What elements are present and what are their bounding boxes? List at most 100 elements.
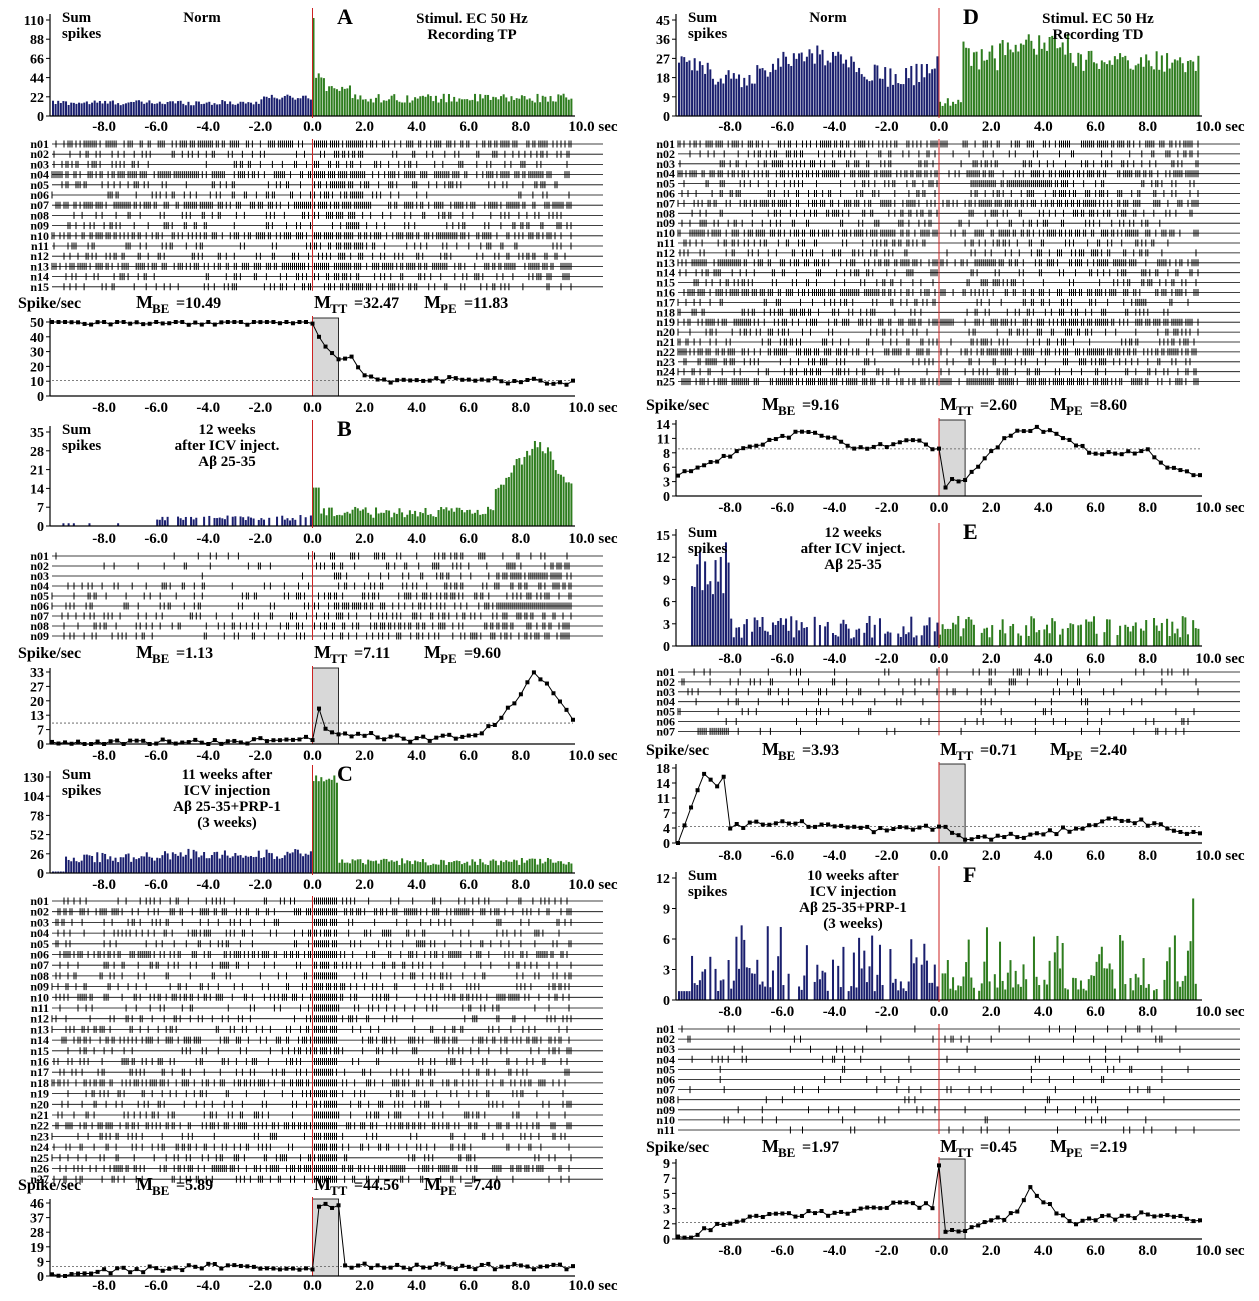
rate-point	[141, 322, 146, 327]
histogram-ytick-label: 110	[24, 14, 44, 29]
rate-point	[115, 1266, 120, 1271]
histogram-bar	[567, 99, 570, 116]
rate-point	[689, 805, 694, 810]
stim-window-shade	[938, 419, 966, 497]
stat-subscript-pe: PE	[1066, 403, 1083, 418]
histogram-bar	[1035, 54, 1038, 116]
histogram-bar	[463, 862, 466, 873]
histogram-bar	[57, 871, 60, 873]
histogram-xtick-label: 0.0	[930, 1004, 949, 1020]
histogram-bar	[714, 968, 717, 1000]
histogram-bar	[999, 43, 1002, 116]
histogram-xtick-label: 0.0	[930, 119, 949, 135]
rate-ytick-label: 46	[30, 1197, 44, 1212]
spike-ticks	[681, 678, 1197, 686]
spike-ticks	[51, 983, 570, 991]
rate-point	[813, 1211, 818, 1216]
neuron-label: n21	[656, 335, 675, 349]
rate-point	[108, 739, 113, 744]
histogram-bar	[1085, 990, 1088, 1000]
histogram-bar	[769, 634, 772, 646]
histogram-bar	[1098, 68, 1101, 116]
stat-m: M	[136, 642, 153, 662]
neuron-label: n23	[656, 355, 675, 369]
histogram-bar	[834, 55, 837, 116]
histogram-bar	[239, 855, 242, 873]
rate-point	[154, 1266, 159, 1271]
rate-point	[1106, 1213, 1111, 1218]
histogram-bar	[1129, 631, 1132, 646]
histogram-bar	[341, 859, 344, 873]
histogram-bar	[197, 101, 200, 116]
histogram-bar	[322, 781, 325, 873]
spike-ticks	[677, 140, 1199, 148]
rate-point	[1067, 437, 1072, 442]
histogram-bar	[727, 562, 730, 646]
rate-point	[219, 320, 224, 325]
histogram-bar	[544, 453, 547, 526]
histogram-bar	[1158, 69, 1161, 116]
histogram-bar	[748, 74, 751, 116]
rate-point	[1119, 452, 1124, 457]
rate-point	[780, 1211, 785, 1216]
histogram-bar	[691, 70, 694, 116]
histogram-bar	[479, 514, 482, 526]
histogram-bar	[317, 73, 320, 116]
histogram-bar	[1108, 963, 1111, 1000]
histogram-bar	[390, 517, 393, 526]
histogram-bar	[1103, 62, 1106, 116]
histogram-bar	[533, 440, 536, 526]
histogram-bar	[795, 620, 798, 646]
histogram-bar	[429, 514, 432, 526]
histogram-bar	[952, 622, 955, 646]
rate-point	[1132, 1216, 1137, 1221]
rate-point	[715, 459, 720, 464]
rate-ytick-label: 5	[663, 1187, 670, 1202]
rate-point	[251, 1264, 256, 1269]
stat-m: M	[762, 394, 779, 414]
histogram-bar	[325, 779, 328, 873]
histogram-bar	[910, 939, 913, 1000]
histogram-bar	[954, 624, 957, 646]
rate-point	[956, 1229, 961, 1234]
spike-ticks	[55, 972, 572, 980]
rate-point	[225, 739, 230, 744]
histogram-bar	[1069, 623, 1072, 646]
histogram-bar	[390, 860, 393, 873]
histogram-bar	[434, 516, 437, 526]
histogram-bar	[701, 590, 704, 646]
spike-ticks	[51, 232, 572, 240]
rate-point	[343, 356, 348, 361]
histogram-bar	[179, 100, 182, 116]
spike-ticks	[689, 150, 1199, 158]
histogram-bar	[54, 104, 57, 116]
rate-point	[421, 734, 426, 739]
rate-point	[356, 365, 361, 370]
rate-point	[682, 469, 687, 474]
histogram-bar	[307, 98, 310, 116]
stats-d: Spike/sec M BE =9.16 M TT =2.60 M PE =8.60	[646, 394, 1127, 418]
histogram-bar	[999, 941, 1002, 1000]
stat-m: M	[762, 1136, 779, 1156]
histogram-bar	[993, 974, 996, 1000]
rate-point	[375, 735, 380, 740]
histogram-bar	[1032, 48, 1035, 116]
rate-point	[466, 377, 471, 382]
rate-point	[538, 1264, 543, 1269]
histogram-xtick-label: -2.0	[249, 531, 273, 547]
rate-ytick-label: 7	[37, 724, 44, 739]
rate-point	[865, 824, 870, 829]
stat-m: M	[424, 1174, 441, 1194]
histogram-bar	[899, 981, 902, 1000]
spike-ticks	[73, 211, 562, 219]
rate-xtick-label: 8.0	[512, 748, 531, 764]
histogram-bar	[83, 854, 86, 873]
histogram-bar	[434, 864, 437, 873]
histogram-bar	[722, 593, 725, 646]
rate-xtick-label: 4.0	[407, 1278, 426, 1294]
histogram-bar	[941, 105, 944, 116]
histogram-bar	[218, 104, 221, 116]
histogram-bar	[871, 637, 874, 646]
histogram-bar	[1001, 980, 1004, 1000]
